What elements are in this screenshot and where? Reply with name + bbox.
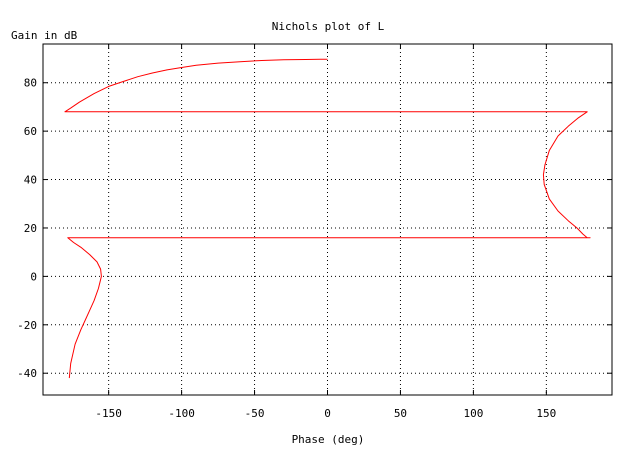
y-tick-label: 60 — [24, 125, 37, 138]
y-axis-label: Gain in dB — [11, 29, 78, 42]
y-tick-label: -40 — [17, 367, 37, 380]
x-tick-label: 150 — [536, 407, 556, 420]
y-tick-label: 40 — [24, 174, 37, 187]
plot-frame — [42, 43, 613, 396]
x-tick-label: 50 — [394, 407, 407, 420]
series-group — [64, 58, 591, 379]
x-tick-label: -150 — [95, 407, 122, 420]
chart-title: Nichols plot of L — [272, 20, 385, 33]
x-tick-label: 0 — [324, 407, 331, 420]
x-axis-label: Phase (deg) — [292, 433, 365, 446]
x-tick-label: -50 — [245, 407, 265, 420]
series-line-0 — [64, 58, 591, 379]
x-tick-label: -100 — [168, 407, 195, 420]
y-tick-label: -20 — [17, 319, 37, 332]
y-tick-label: 80 — [24, 77, 37, 90]
x-tick-label: 100 — [463, 407, 483, 420]
grid-lines — [43, 44, 612, 395]
y-tick-label: 20 — [24, 222, 37, 235]
axis-ticks: -150 -100 -50 0 50 100 150 -40 -20 0 20 40 60 80 — [17, 44, 612, 420]
y-tick-label: 0 — [30, 270, 37, 283]
